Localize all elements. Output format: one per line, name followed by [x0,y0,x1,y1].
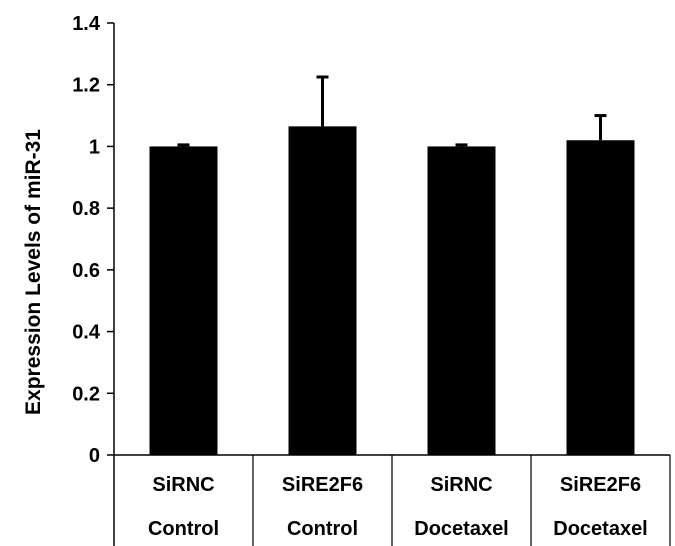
category-label-line1: SiRE2F6 [560,474,641,496]
bar [427,146,496,455]
error-bars [177,75,607,147]
y-tick-label: 0.4 [72,322,101,344]
y-tick-label: 0.8 [72,198,100,220]
bar [288,126,357,455]
category-label-line1: SiRNC [430,474,492,496]
category-label-line1: SiRE2F6 [282,474,363,496]
y-tick-label: 0 [89,445,100,467]
bar [566,140,635,455]
y-axis-ticks: 0 0.2 0.4 0.6 0.8 1 1.2 1.4 [72,13,114,467]
y-axis-label: Expression Levels of miR-31 [22,129,45,415]
category-label-line2: Control [287,518,358,540]
axes [113,23,671,546]
bar [149,146,218,455]
y-tick-label: 0.6 [72,260,100,282]
category-label-line2: Docetaxel [414,518,509,540]
category-label-line2: Control [148,518,219,540]
y-tick-label: 1.2 [72,75,100,97]
category-label-line2: Docetaxel [553,518,648,540]
y-tick-label: 1 [89,136,100,158]
category-label-line1: SiRNC [152,474,214,496]
bars [149,126,635,455]
y-tick-label: 1.4 [72,13,101,35]
category-labels: SiRNC Control SiRE2F6 Control SiRNC Docetaxel… [148,474,648,540]
y-tick-label: 0.2 [72,383,100,405]
